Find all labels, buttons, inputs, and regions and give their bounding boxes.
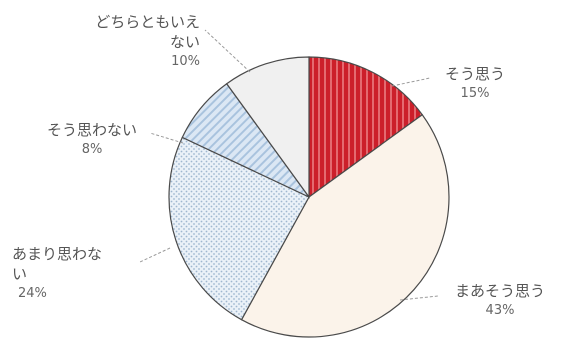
pie-slice-5 xyxy=(225,56,310,199)
label-sou-omowanai-pct: 8% xyxy=(81,142,103,157)
leader-amari-omowanai xyxy=(139,247,171,263)
leader-sou-omou xyxy=(391,77,431,87)
label-sou-omowanai: そう思わない 8% xyxy=(32,120,152,160)
pie-slices xyxy=(168,56,450,338)
label-sou-omou: そう思う 15% xyxy=(430,64,520,104)
label-amari-omowanai: あまり思わな い 24% xyxy=(12,244,142,304)
label-dochira-pct: 10% xyxy=(171,54,200,69)
label-maa-sou-omou: まあそう思う 43% xyxy=(440,281,560,321)
label-dochira: どちらともいえ ない 10% xyxy=(60,12,200,72)
label-sou-omowanai-text: そう思わない xyxy=(46,121,137,139)
label-dochira-text: どちらともいえ xyxy=(95,13,200,31)
pie-slice-1 xyxy=(308,56,424,199)
label-sou-omou-text: そう思う xyxy=(444,65,505,83)
label-maa-sou-omou-text: まあそう思う xyxy=(454,282,545,300)
pie-slice-2 xyxy=(240,113,450,338)
pie-slice-3 xyxy=(168,136,310,321)
label-sou-omou-pct: 15% xyxy=(460,86,490,101)
leader-dochira xyxy=(204,29,251,73)
leader-lines xyxy=(139,29,439,301)
label-amari-omowanai-pct: 24% xyxy=(18,286,47,301)
leader-sou-omowanai xyxy=(149,132,184,144)
label-maa-sou-omou-pct: 43% xyxy=(485,303,515,318)
label-amari-omowanai-text: あまり思わな xyxy=(12,245,103,263)
label-dochira-text2: ない xyxy=(169,33,200,51)
label-amari-omowanai-text2: い xyxy=(12,265,28,283)
leader-maa-sou-omou xyxy=(399,295,439,301)
